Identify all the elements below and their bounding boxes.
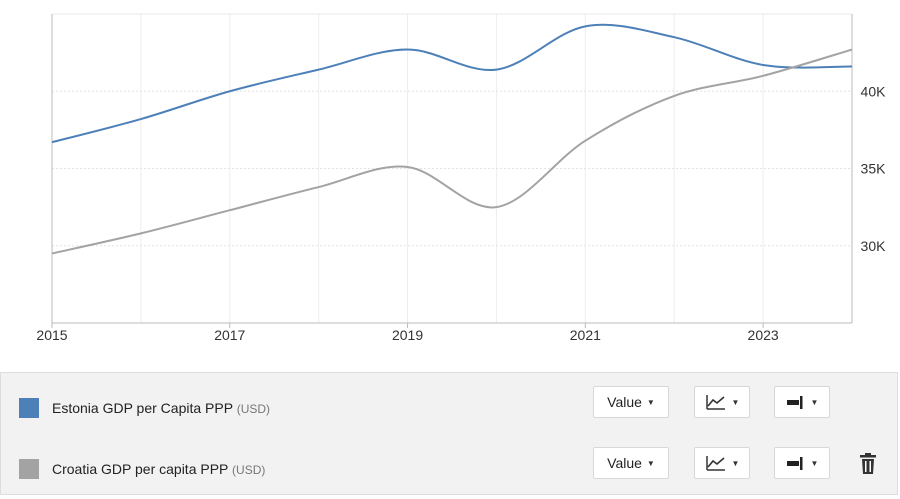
series-unit: (USD) [232,463,266,477]
y-tick-label: 30K [861,238,887,254]
data-point [672,94,676,98]
data-point [406,165,410,169]
caret-down-icon: ▼ [646,397,655,407]
x-tick-label: 2021 [570,327,601,343]
data-point [228,89,232,93]
croatia-color-swatch[interactable] [19,459,39,479]
chart-axes [51,14,853,328]
data-point [761,74,765,78]
caret-down-icon: ▼ [731,397,740,407]
chart-grid [51,13,853,323]
line-chart-icon [705,395,725,410]
data-point [583,24,587,28]
data-point [494,68,498,72]
value-dropdown-label: Value [607,394,642,410]
value-dropdown-label: Value [607,455,642,471]
series-name: Estonia GDP per Capita PPP [52,400,233,416]
y-tick-label: 35K [861,161,887,177]
data-point [139,231,143,235]
data-point [50,251,54,255]
data-point [761,63,765,67]
series-legend-panel: Estonia GDP per Capita PPP (USD) Value ▼… [0,372,898,495]
data-point [50,140,54,144]
axis-right-icon [786,396,803,409]
data-point [317,68,321,72]
caret-down-icon: ▼ [810,458,819,468]
legend-row-estonia: Estonia GDP per Capita PPP (USD) Value ▼… [1,376,897,438]
data-point [228,208,232,212]
series-label: Croatia GDP per capita PPP (USD) [52,459,265,480]
x-tick-label: 2017 [214,327,245,343]
chart-type-dropdown-button[interactable]: ▼ [694,447,750,479]
value-dropdown-button[interactable]: Value ▼ [593,386,669,418]
series-layer [50,23,854,255]
y-tick-label: 40K [861,83,887,99]
axis-dropdown-button[interactable]: ▼ [774,447,830,479]
series-label: Estonia GDP per Capita PPP (USD) [52,398,270,419]
axis-right-icon [786,457,803,470]
data-point [583,139,587,143]
estonia-color-swatch[interactable] [19,398,39,418]
legend-row-croatia: Croatia GDP per capita PPP (USD) Value ▼… [1,437,897,499]
x-tick-label: 2015 [36,327,67,343]
caret-down-icon: ▼ [646,458,655,468]
tick-labels: 2015 2017 2019 2021 2023 30K 35K 40K [36,83,886,343]
series-unit: (USD) [236,402,271,416]
data-point [850,65,854,69]
x-tick-label: 2023 [748,327,779,343]
chart-area: 2015 2017 2019 2021 2023 30K 35K 40K [36,13,886,343]
data-point [317,185,321,189]
data-point [850,48,854,52]
line-chart: 2015 2017 2019 2021 2023 30K 35K 40K [36,13,886,343]
series-name: Croatia GDP per capita PPP [52,461,229,477]
data-point [406,48,410,52]
trash-icon[interactable] [858,453,878,475]
chart-type-dropdown-button[interactable]: ▼ [694,386,750,418]
series-line-croatia [51,48,853,255]
axis-dropdown-button[interactable]: ▼ [774,386,830,418]
data-point [672,35,676,39]
value-dropdown-button[interactable]: Value ▼ [593,447,669,479]
series-line-estonia [51,23,853,144]
caret-down-icon: ▼ [731,458,740,468]
data-point [139,117,143,121]
data-point [494,205,498,209]
caret-down-icon: ▼ [810,397,819,407]
x-tick-label: 2019 [392,327,423,343]
line-chart-icon [705,456,725,471]
